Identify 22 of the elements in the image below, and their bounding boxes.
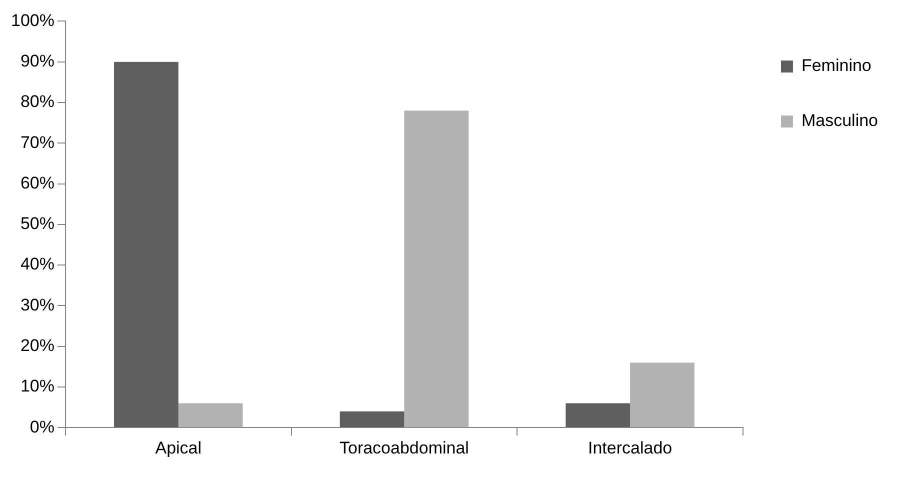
- y-tick-label: 10%: [20, 376, 54, 396]
- y-tick-label: 0%: [30, 417, 54, 436]
- legend-label: Feminino: [801, 56, 872, 76]
- legend-label: Masculino: [801, 111, 878, 130]
- bar: [114, 62, 178, 428]
- y-tick-label: 60%: [20, 173, 54, 192]
- y-tick-label: 80%: [20, 92, 54, 112]
- y-tick-label: 20%: [20, 336, 54, 356]
- bar: [178, 403, 243, 428]
- y-tick-label: 70%: [20, 132, 54, 152]
- y-tick-label: 50%: [20, 214, 54, 234]
- x-tick-label: Toracoabdominal: [339, 438, 469, 458]
- x-tick-label: Apical: [155, 438, 202, 458]
- y-tick-label: 40%: [20, 254, 54, 274]
- bar: [566, 403, 630, 428]
- y-tick-label: 90%: [20, 52, 54, 71]
- bar: [340, 411, 404, 428]
- y-tick-label: 100%: [10, 10, 54, 30]
- x-tick-label: Intercalado: [588, 438, 672, 458]
- bar: [404, 110, 469, 428]
- bar: [630, 362, 694, 428]
- y-tick-label: 30%: [20, 295, 54, 314]
